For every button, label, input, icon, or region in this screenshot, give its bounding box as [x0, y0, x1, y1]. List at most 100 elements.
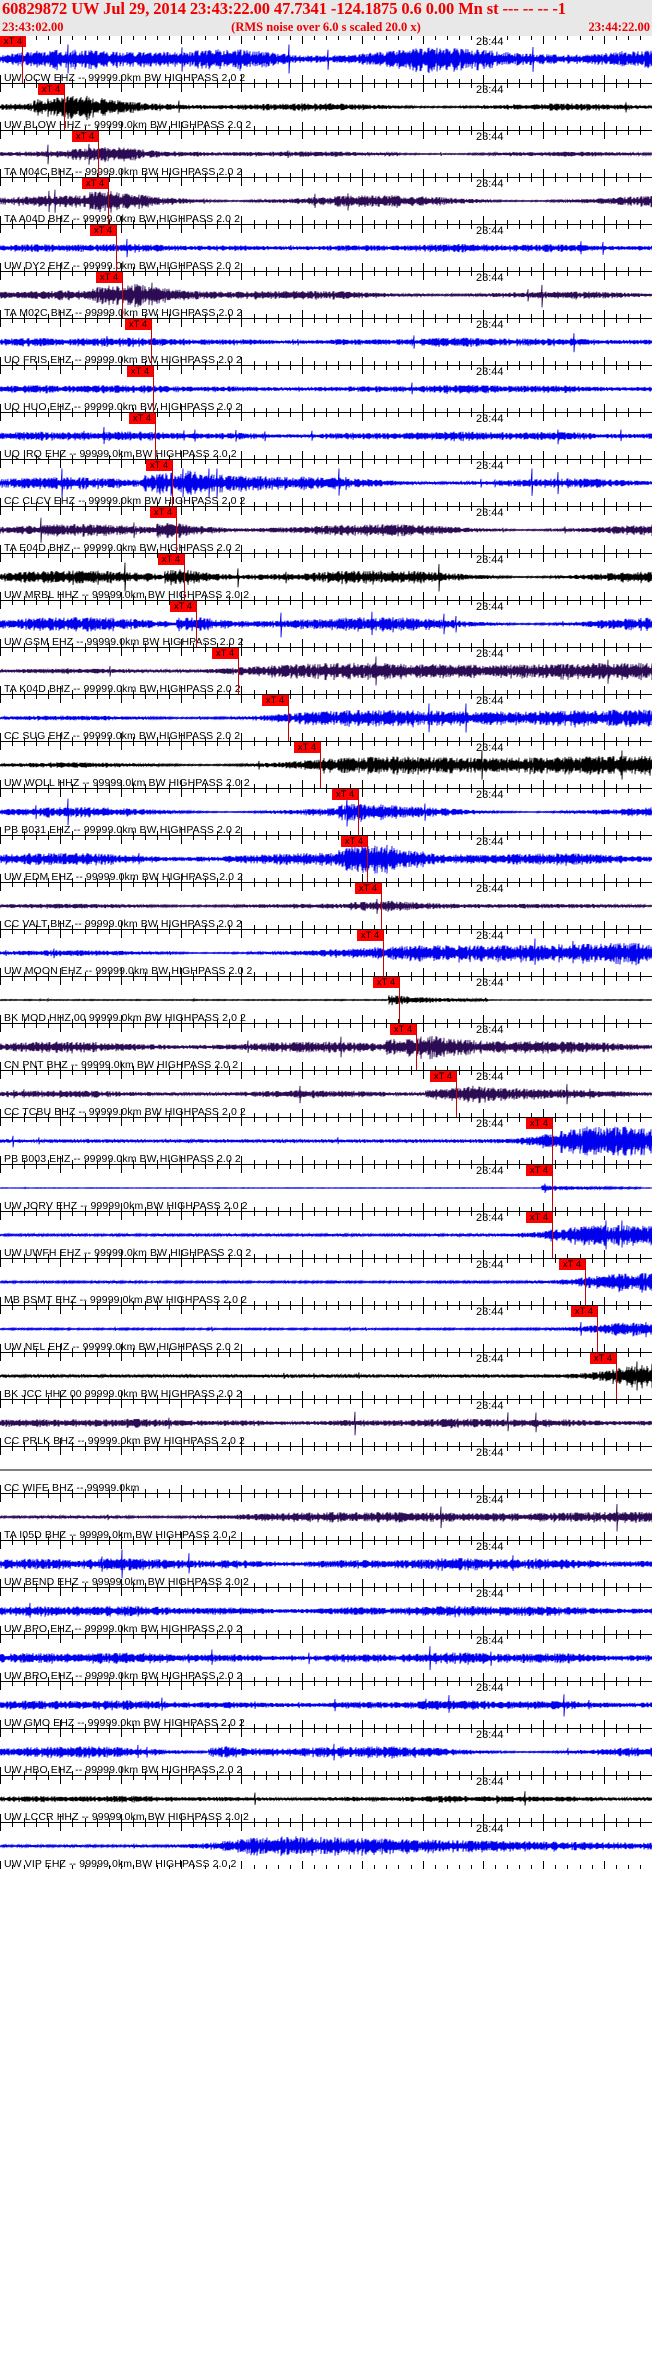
- phase-pick-marker[interactable]: xT 4: [526, 1165, 552, 1176]
- trace-row[interactable]: 23:44 UW UWFH EHZ -- 99999.0km BW HIGHPAS…: [0, 1211, 652, 1258]
- trace-row[interactable]: 23:44 UW BEND EHZ -- 99999.0km BW HIGHPAS…: [0, 1540, 652, 1587]
- axis-tick: [616, 173, 617, 177]
- phase-pick-marker[interactable]: xT 4: [38, 84, 64, 95]
- phase-pick-marker[interactable]: xT 4: [125, 319, 151, 330]
- phase-pick-marker[interactable]: xT 4: [72, 131, 98, 142]
- trace-row[interactable]: 23:44 UW BRO EHZ -- 99999.0km BW HIGHPASS…: [0, 1634, 652, 1681]
- phase-pick-marker[interactable]: xT 4: [212, 648, 238, 659]
- axis-tick: [567, 1630, 568, 1634]
- axis-tick: [555, 1729, 556, 1733]
- axis-tick: [290, 1823, 291, 1827]
- axis-tick: [48, 1071, 49, 1075]
- axis-tick: [555, 1442, 556, 1446]
- phase-pick-marker[interactable]: xT 4: [96, 272, 122, 283]
- axis-tick: [85, 36, 86, 40]
- trace-row[interactable]: 23:44 UW HBO EHZ -- 99999.0km BW HIGHPASS…: [0, 1728, 652, 1775]
- axis-tick: [302, 1767, 303, 1775]
- phase-pick-marker[interactable]: xT 4: [559, 1259, 585, 1270]
- phase-pick-marker[interactable]: xT 4: [390, 1024, 416, 1035]
- axis-tick: [362, 648, 363, 656]
- phase-pick-marker[interactable]: xT 4: [82, 178, 108, 189]
- axis-tick: [362, 1635, 363, 1643]
- trace-row[interactable]: 23:44 TA E04D BHZ -- 99999.0km BW HIGHPAS…: [0, 506, 652, 553]
- axis-tick: [85, 1635, 86, 1639]
- phase-pick-marker[interactable]: xT 4: [373, 977, 399, 988]
- phase-pick-marker[interactable]: xT 4: [150, 507, 176, 518]
- phase-pick-marker[interactable]: xT 4: [129, 413, 155, 424]
- axis-tick: [302, 1814, 303, 1822]
- trace-row[interactable]: 23:44 UW JORV EHZ -- 99999.0km BW HIGHPAS…: [0, 1164, 652, 1211]
- phase-pick-marker[interactable]: xT 4: [146, 460, 172, 471]
- trace-row[interactable]: 23:44 TA A04D BHZ -- 99999.0km BW HIGHPAS…: [0, 177, 652, 224]
- trace-row[interactable]: 23:44 CC SUG EHZ -- 99999.0km BW HIGHPASS…: [0, 694, 652, 741]
- trace-row[interactable]: 23:44 UQ HUO EHZ -- 99999.0km BW HIGHPASS…: [0, 365, 652, 412]
- phase-pick-marker[interactable]: xT 4: [90, 225, 116, 236]
- axis-tick: [447, 507, 448, 511]
- phase-pick-marker[interactable]: xT 4: [170, 601, 196, 612]
- trace-row[interactable]: 23:44 CN PNT BHZ -- 99999.0km BW HIGHPASS…: [0, 1023, 652, 1070]
- trace-row[interactable]: 23:44 TA M02C BHZ -- 99999.0km BW HIGHPAS…: [0, 271, 652, 318]
- trace-row[interactable]: 23:44 UQ FRIS EHZ -- 99999.0km BW HIGHPAS…: [0, 318, 652, 365]
- trace-row[interactable]: 23:44 UW EDM EHZ -- 99999.0km BW HIGHPASS…: [0, 835, 652, 882]
- trace-row[interactable]: 23:44 TA I05D BHZ -- 99999.0km BW HIGHPAS…: [0, 1493, 652, 1540]
- axis-tick: [109, 314, 110, 318]
- trace-row[interactable]: 23:44 CC VALT BHZ -- 99999.0km BW HIGHPAS…: [0, 882, 652, 929]
- phase-pick-marker[interactable]: xT 4: [571, 1306, 597, 1317]
- trace-row[interactable]: 23:44 UW GSM EHZ -- 99999.0km BW HIGHPASS…: [0, 600, 652, 647]
- phase-pick-marker[interactable]: xT 4: [0, 36, 26, 47]
- axis-tick: [302, 1203, 303, 1211]
- trace-row[interactable]: 23:44 TA M04C BHZ -- 99999.0km BW HIGHPAS…: [0, 130, 652, 177]
- trace-row[interactable]: 23:44 CC PRLK BHZ -- 99999.0km BW HIGHPAS…: [0, 1399, 652, 1446]
- axis-tick: [60, 1588, 61, 1596]
- axis-tick: [543, 366, 544, 374]
- trace-row[interactable]: 23:44 UW OCW EHZ -- 99999.0km BW HIGHPASS…: [0, 36, 652, 83]
- axis-tick: [133, 131, 134, 135]
- trace-row[interactable]: 23:44 CC CLCV EHZ -- 99999.0km BW HIGHPAS…: [0, 459, 652, 506]
- trace-row[interactable]: 23:44 UW BLOW HHZ -- 99999.0km BW HIGHPAS…: [0, 83, 652, 130]
- axis-tick: [181, 507, 182, 515]
- axis-tick: [48, 1635, 49, 1639]
- trace-row[interactable]: 23:44 UQ IRQ EHZ -- 99999.0km BW HIGHPASS…: [0, 412, 652, 459]
- trace-row[interactable]: 23:44 UW NEL EHZ -- 99999.0km BW HIGHPASS…: [0, 1305, 652, 1352]
- trace-row[interactable]: 23:44 UW MOON EHZ -- 99999.0km BW HIGHPAS…: [0, 929, 652, 976]
- axis-tick: [531, 1160, 532, 1164]
- phase-pick-marker[interactable]: xT 4: [526, 1212, 552, 1223]
- axis-tick: [374, 596, 375, 600]
- phase-pick-marker[interactable]: xT 4: [590, 1353, 616, 1364]
- trace-row[interactable]: 23:44 BK JCC HHZ 00 99999.0km BW HIGHPASS…: [0, 1352, 652, 1399]
- phase-pick-marker[interactable]: xT 4: [158, 554, 184, 565]
- trace-row[interactable]: 23:44 CC WIFE BHZ -- 99999.0km: [0, 1446, 652, 1493]
- trace-row[interactable]: 23:44 UW GMO EHZ -- 99999.0km BW HIGHPASS…: [0, 1681, 652, 1728]
- trace-row[interactable]: 23:44 UW DY2 EHZ -- 99999.0km BW HIGHPASS…: [0, 224, 652, 271]
- phase-pick-marker[interactable]: xT 4: [262, 695, 288, 706]
- trace-row[interactable]: 23:44 UW BPO EHZ -- 99999.0km BW HIGHPASS…: [0, 1587, 652, 1634]
- trace-row[interactable]: 23:44 TA K04D BHZ -- 99999.0km BW HIGHPAS…: [0, 647, 652, 694]
- phase-pick-marker[interactable]: xT 4: [341, 836, 367, 847]
- axis-tick: [145, 1823, 146, 1827]
- phase-pick-marker[interactable]: xT 4: [357, 930, 383, 941]
- axis-tick: [157, 272, 158, 276]
- trace-row[interactable]: 23:44 PB B003 EHZ -- 99999.0km BW HIGHPAS…: [0, 1117, 652, 1164]
- phase-pick-marker[interactable]: xT 4: [526, 1118, 552, 1129]
- axis-tick: [447, 1066, 448, 1070]
- axis-tick: [604, 1071, 605, 1079]
- trace-row[interactable]: 23:44 BK MOD HHZ 00 99999.0km BW HIGHPASS…: [0, 976, 652, 1023]
- phase-pick-marker[interactable]: xT 4: [294, 742, 320, 753]
- time-tick-label: 23:44: [476, 1823, 504, 1835]
- trace-row[interactable]: 23:44 UW VIP EHZ -- 99999.0km BW HIGHPASS…: [0, 1822, 652, 1869]
- phase-pick-marker[interactable]: xT 4: [332, 789, 358, 800]
- axis-tick: [314, 413, 315, 417]
- axis-tick: [447, 173, 448, 177]
- phase-pick-marker[interactable]: xT 4: [355, 883, 381, 894]
- axis-tick: [483, 686, 484, 694]
- trace-row[interactable]: 23:44 UW MRBL HHZ -- 99999.0km BW HIGHPAS…: [0, 553, 652, 600]
- phase-pick-marker[interactable]: xT 4: [430, 1071, 456, 1082]
- trace-row[interactable]: 23:44 MB BSMT EHZ -- 99999.0km BW HIGHPAS…: [0, 1258, 652, 1305]
- phase-pick-marker[interactable]: xT 4: [127, 366, 153, 377]
- trace-row[interactable]: 23:44 CC TCBU BHZ -- 99999.0km BW HIGHPAS…: [0, 1070, 652, 1117]
- axis-tick: [12, 1682, 13, 1686]
- trace-row[interactable]: 23:44 UW LCCR HHZ -- 99999.0km BW HIGHPAS…: [0, 1775, 652, 1822]
- trace-row[interactable]: 23:44 PB B031 EHZ -- 99999.0km BW HIGHPAS…: [0, 788, 652, 835]
- axis-tick: [350, 1447, 351, 1451]
- trace-row[interactable]: 23:44 UW WOLL HHZ -- 99999.0km BW HIGHPAS…: [0, 741, 652, 788]
